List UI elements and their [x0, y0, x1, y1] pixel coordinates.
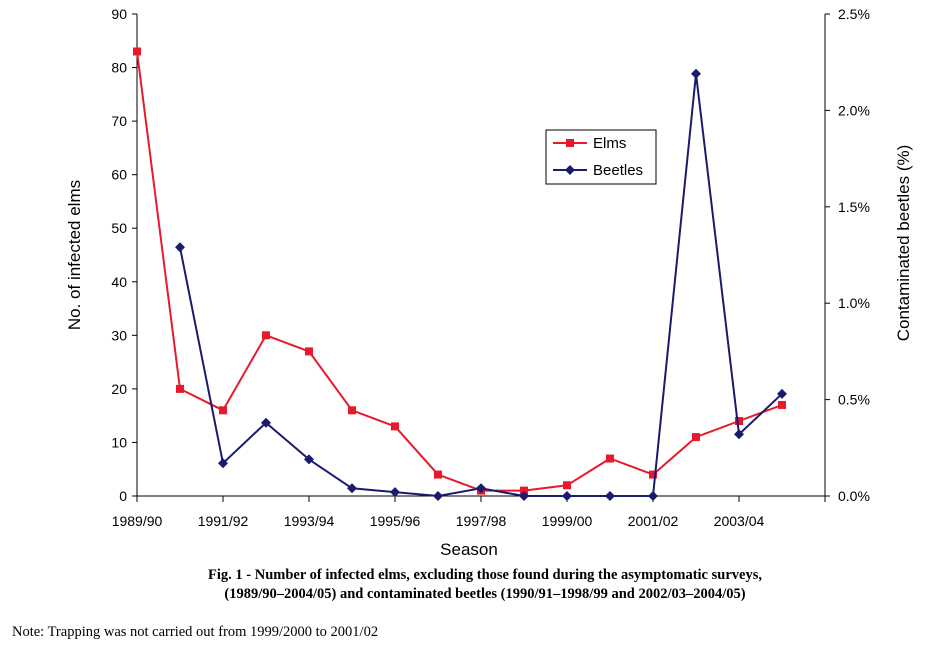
x-tick-label: 1995/96: [370, 513, 421, 529]
left-tick-label: 80: [111, 60, 127, 76]
left-tick-label: 90: [111, 6, 127, 22]
data-point-beetles: [347, 483, 357, 494]
data-point-beetles: [648, 491, 658, 501]
x-axis-title: Season: [440, 540, 498, 559]
caption-line-1: Fig. 1 - Number of infected elms, exclud…: [208, 567, 762, 583]
left-tick-label: 0: [119, 488, 127, 504]
data-point-beetles: [519, 491, 529, 501]
y-axis-left-title: No. of infected elms: [65, 180, 84, 330]
x-tick-label: 1993/94: [284, 513, 335, 529]
x-tick-label: 1989/90: [112, 513, 163, 529]
footnote: Note: Trapping was not carried out from …: [12, 624, 379, 640]
data-point-beetles: [175, 242, 185, 253]
data-point-elms: [520, 486, 528, 495]
right-tick-label: 2.5%: [838, 6, 870, 22]
legend: Elms Beetles: [545, 129, 657, 185]
x-tick-label: 1999/00: [542, 513, 593, 529]
data-point-elms: [434, 470, 442, 479]
x-tick-label: 1991/92: [198, 513, 249, 529]
right-tick-label: 1.0%: [838, 295, 870, 311]
y-axis-right-title: Contaminated beetles (%): [894, 145, 913, 342]
data-point-beetles: [562, 491, 572, 501]
data-point-elms: [606, 454, 614, 463]
series-line-elms: [136, 51, 783, 492]
left-tick-label: 30: [111, 327, 127, 343]
data-point-beetles: [476, 483, 486, 494]
legend-elms-marker: [566, 139, 574, 147]
x-ticks: 1989/90 1991/92 1993/94 1995/96 1997/98 1999/…: [112, 496, 826, 529]
chart-axes: [136, 14, 826, 497]
legend-box: [545, 129, 657, 185]
left-tick-label: 40: [111, 274, 127, 290]
data-point-elms: [176, 384, 184, 393]
right-y-ticks: 0.0% 0.5% 1.0% 1.5% 2.0% 2.5%: [825, 6, 870, 504]
line-chart: 0 10 20 30 40 50 60 70 80 90 0.0% 0.5% 1.0% 1.5% 2.0%…: [65, 6, 913, 559]
left-tick-label: 20: [111, 381, 127, 397]
right-tick-label: 2.0%: [838, 102, 870, 118]
data-point-beetles: [304, 454, 314, 465]
legend-beetles-label: Beetles: [593, 162, 643, 179]
left-y-ticks: 0 10 20 30 40 50 60 70 80 90: [111, 6, 137, 504]
right-tick-label: 0.0%: [838, 488, 870, 504]
legend-beetles-marker: [565, 165, 575, 175]
data-point-elms: [649, 470, 657, 479]
left-tick-label: 70: [111, 113, 127, 129]
data-point-beetles: [261, 417, 271, 428]
data-point-elms: [133, 47, 141, 56]
right-tick-label: 1.5%: [838, 199, 870, 215]
data-point-beetles: [691, 68, 701, 79]
data-point-elms: [219, 406, 227, 415]
caption-line-2: (1989/90–2004/05) and contaminated beetl…: [224, 586, 746, 602]
x-tick-label: 2003/04: [714, 513, 765, 529]
figure-caption: Fig. 1 - Number of infected elms, exclud…: [120, 566, 850, 604]
left-tick-label: 50: [111, 220, 127, 236]
x-tick-label: 2001/02: [628, 513, 679, 529]
data-point-elms: [305, 347, 313, 356]
data-point-elms: [692, 433, 700, 442]
data-point-elms: [391, 422, 399, 431]
data-point-elms: [262, 331, 270, 340]
left-tick-label: 60: [111, 167, 127, 183]
left-tick-label: 10: [111, 434, 127, 450]
legend-elms-label: Elms: [593, 135, 626, 152]
data-point-beetles: [777, 388, 787, 399]
data-point-elms: [348, 406, 356, 415]
series-elms: [133, 47, 786, 495]
data-point-beetles: [433, 491, 443, 501]
data-point-beetles: [390, 487, 400, 498]
series-beetles: [175, 68, 787, 501]
x-tick-label: 1997/98: [456, 513, 507, 529]
data-point-elms: [735, 417, 743, 426]
right-tick-label: 0.5%: [838, 392, 870, 408]
data-point-beetles: [605, 491, 615, 501]
series-line-beetles: [179, 72, 783, 497]
data-point-elms: [563, 481, 571, 490]
data-point-beetles: [218, 458, 228, 469]
data-point-elms: [778, 400, 786, 409]
data-point-beetles: [734, 429, 744, 440]
